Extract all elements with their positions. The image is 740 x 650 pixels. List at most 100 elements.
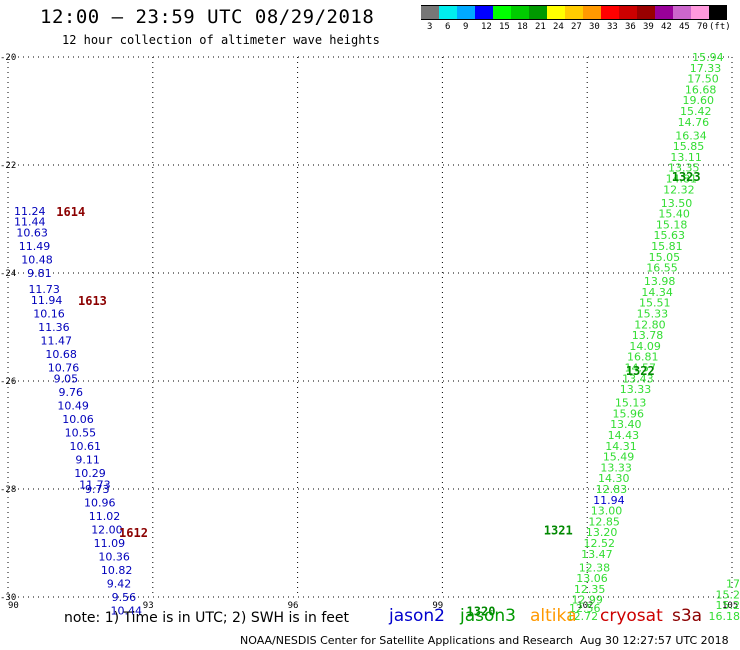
- wave-height-value: 13.06: [576, 572, 608, 585]
- wave-height-value: 9.11: [75, 453, 100, 466]
- wave-height-value: 13.98: [644, 275, 676, 288]
- wave-height-value: 16.55: [646, 262, 678, 275]
- latitude-tick-label: -20: [0, 53, 16, 63]
- legend-altika: altika: [530, 606, 577, 626]
- wave-height-value: 11.24: [14, 205, 46, 218]
- wave-height-value: 11.36: [38, 321, 70, 334]
- color-swatch: [709, 5, 727, 20]
- map-title: 12:00 – 23:59 UTC 08/29/2018: [40, 6, 375, 28]
- wave-height-value: 10.36: [98, 551, 130, 564]
- wave-height-value: 15.49: [603, 451, 635, 464]
- wave-height-value: 10.49: [57, 399, 89, 412]
- footer-credit: NOAA/NESDIS Center for Satellite Applica…: [240, 634, 574, 647]
- wave-height-value: 13.33: [600, 461, 632, 474]
- wave-height-value: 15.63: [654, 229, 686, 242]
- color-scale-label: 21: [535, 22, 546, 32]
- wave-height-value: 15.42: [680, 105, 712, 118]
- wave-height-value: 10.82: [101, 564, 133, 577]
- wave-height-value: 13.50: [661, 197, 693, 210]
- wave-height-value: 9.42: [107, 578, 132, 591]
- wave-height-value: 12.80: [634, 318, 666, 331]
- wave-height-value: 16.68: [685, 83, 717, 96]
- wave-height-value: 15.13: [615, 397, 647, 410]
- color-swatch: [637, 5, 655, 20]
- wave-height-value: 11.47: [41, 335, 73, 348]
- color-scale-label: 12: [481, 22, 492, 32]
- pass-number-label: 1612: [119, 526, 148, 540]
- color-swatch: [547, 5, 565, 20]
- wave-height-value: 10.55: [65, 426, 97, 439]
- color-scale-label: 3: [427, 22, 433, 32]
- wave-height-value: 9.76: [58, 386, 83, 399]
- wave-height-value: 11.44: [14, 216, 46, 229]
- color-scale-label: 9: [463, 22, 469, 32]
- wave-height-value: 15.94: [692, 51, 724, 64]
- wave-height-value: 15.85: [673, 140, 705, 153]
- wave-height-value: 15.2: [716, 599, 740, 612]
- wave-height-value: 15.18: [656, 218, 688, 231]
- wave-height-value: 14.34: [641, 286, 673, 299]
- wave-height-value: 16.34: [675, 129, 707, 142]
- wave-height-value: 10.06: [62, 413, 94, 426]
- wave-height-value: 11.94: [593, 494, 625, 507]
- wave-height-value: 9.81: [27, 267, 52, 280]
- color-scale-label: 24: [553, 22, 564, 32]
- color-swatch: [673, 5, 691, 20]
- wave-height-value: 12.35: [574, 583, 606, 596]
- color-scale-label: 18: [517, 22, 528, 32]
- wave-height-value: 14.76: [678, 116, 710, 129]
- color-swatch: [439, 5, 457, 20]
- longitude-tick-label: 102: [577, 601, 593, 611]
- color-swatch: [655, 5, 673, 20]
- wave-height-value: 10.96: [84, 497, 116, 510]
- wave-height-value: 12.00: [91, 524, 123, 537]
- latitude-tick-label: -30: [0, 593, 16, 603]
- longitude-tick-label: 99: [432, 601, 443, 611]
- wave-height-value: 11.94: [31, 294, 63, 307]
- color-scale-label: 45: [679, 22, 690, 32]
- wave-height-value: 10.63: [16, 227, 48, 240]
- color-swatch: [583, 5, 601, 20]
- wave-height-value: 13.78: [632, 329, 664, 342]
- color-swatch: [457, 5, 475, 20]
- color-scale-label: 33: [607, 22, 618, 32]
- pass-number-label: 1323: [672, 170, 701, 184]
- wave-height-value: 13.33: [620, 383, 652, 396]
- color-swatch: [511, 5, 529, 20]
- longitude-tick-label: 96: [288, 601, 299, 611]
- wave-height-value: 9.73: [85, 483, 110, 496]
- wave-height-value: 10.76: [48, 362, 80, 375]
- color-scale-label: 27: [571, 22, 582, 32]
- color-swatch: [601, 5, 619, 20]
- legend-cryosat: cryosat: [600, 606, 663, 626]
- wave-height-value: 10.61: [69, 440, 101, 453]
- color-scale-label: 39: [643, 22, 654, 32]
- legend-s3a: s3a: [672, 606, 703, 626]
- latitude-tick-label: -26: [0, 377, 16, 387]
- color-scale-label: 6: [445, 22, 451, 32]
- wave-height-value: 15.96: [612, 407, 644, 420]
- wave-height-value: 13.43: [622, 372, 654, 385]
- wave-height-value: 13.35: [668, 162, 700, 175]
- color-scale-label: 30: [589, 22, 600, 32]
- wave-height-value: 17: [726, 578, 740, 591]
- wave-height-value: 10.29: [74, 467, 106, 480]
- wave-height-value: 11.49: [19, 240, 51, 253]
- wave-height-value: 14.31: [605, 440, 637, 453]
- legend-jason2: jason2: [389, 606, 445, 626]
- wave-height-value: 14.57: [625, 362, 657, 375]
- wave-height-value: 12.83: [596, 483, 628, 496]
- wave-height-value: 13.00: [591, 505, 623, 518]
- wave-height-value: 11.73: [79, 479, 111, 492]
- color-swatch: [619, 5, 637, 20]
- pass-number-label: 1613: [78, 294, 107, 308]
- wave-height-value: 10.16: [33, 308, 65, 321]
- wave-height-value: 13.11: [670, 151, 702, 164]
- color-scale-label: 15: [499, 22, 510, 32]
- wave-height-value: 16.81: [627, 351, 659, 364]
- color-scale-label: (ft): [709, 22, 731, 32]
- units-note: note: 1) Time is in UTC; 2) SWH is in fe…: [64, 610, 350, 626]
- wave-height-value: 12.52: [584, 537, 616, 550]
- wave-height-value: 12.99: [571, 594, 603, 607]
- wave-height-value: 15.40: [658, 208, 690, 221]
